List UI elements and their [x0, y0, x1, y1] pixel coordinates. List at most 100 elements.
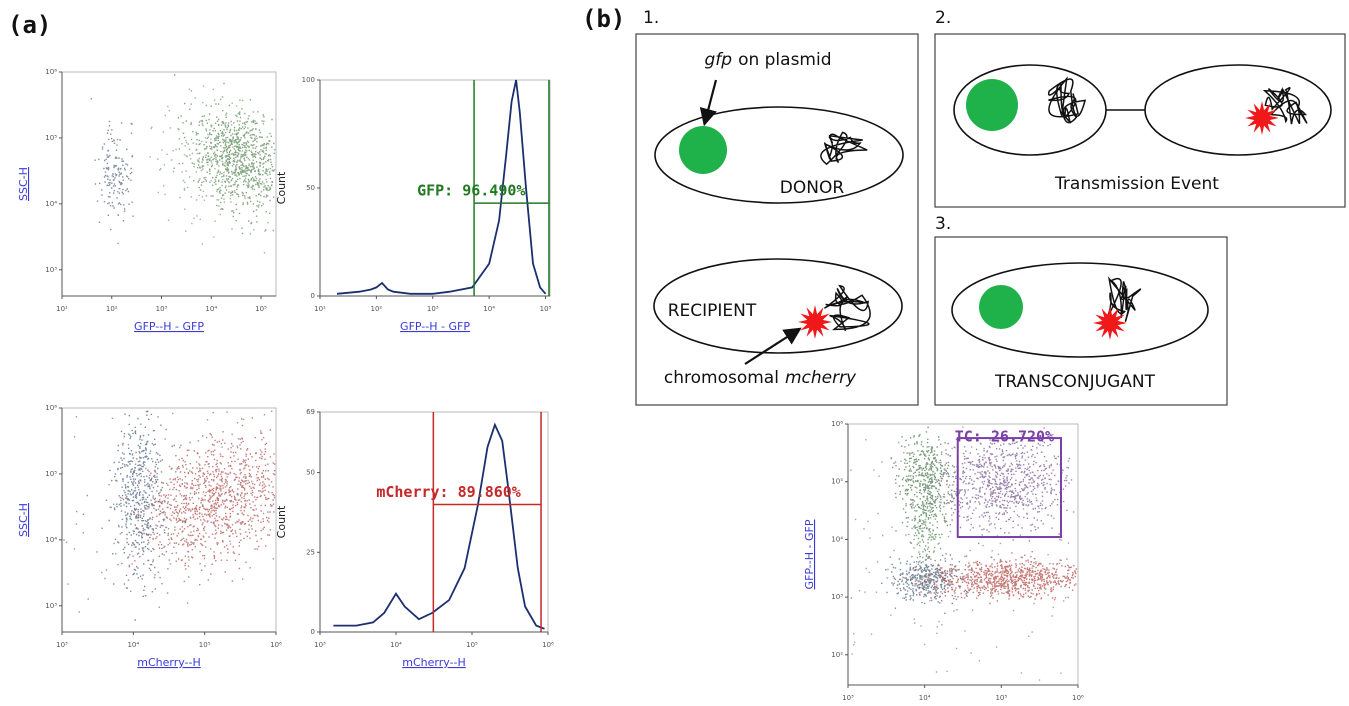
recipient-label: RECIPIENT — [668, 301, 757, 321]
gfp-plasmid — [979, 285, 1023, 329]
mcherry-star — [1245, 101, 1279, 135]
x-axis-label: mCherry--H — [137, 656, 201, 669]
x-tick-label: 10⁵ — [995, 694, 1007, 702]
x-tick-label: 10⁴ — [205, 305, 217, 313]
y-tick-label: 10⁴ — [45, 536, 57, 544]
x-tick-label: 10⁴ — [390, 641, 402, 649]
y-tick-label: 10⁶ — [45, 404, 57, 412]
step-number: 2. — [935, 8, 951, 28]
gate-label: mCherry: 89.860% — [376, 483, 521, 501]
panel-label: (a) — [8, 11, 51, 39]
step-number: 1. — [643, 8, 659, 28]
y-tick-label: 10³ — [831, 593, 843, 601]
arrow — [699, 79, 718, 127]
plots: 10¹ 10² 10³ 10⁴ 10⁵ 10³ 10⁴ 10⁵ 10⁶ GFP--H - GFP S… — [17, 68, 1084, 702]
x-tick-label: 10³ — [156, 305, 168, 313]
step-box — [635, 33, 919, 406]
y-axis-label: Count — [275, 505, 288, 538]
transconjugant-cell — [951, 262, 1209, 358]
x-tick-label: 10⁵ — [466, 641, 478, 649]
plasmid-label: gfp on plasmid — [704, 50, 831, 70]
chromosome — [1262, 87, 1308, 125]
x-tick-label: 10³ — [842, 694, 854, 702]
event-cloud — [63, 410, 273, 613]
y-tick-label: 50 — [306, 469, 315, 477]
plot: 10¹ 10² 10³ 10⁴ 10⁵ 0 50 100 GFP--H - GFP Count GF… — [275, 76, 552, 333]
gate-label: TC: 26.720% — [955, 428, 1054, 446]
event-cloud — [900, 552, 1077, 605]
x-tick-label: 10³ — [427, 305, 439, 313]
x-tick-label: 10⁵ — [540, 305, 552, 313]
chromosome — [1106, 276, 1142, 322]
donor-cell — [654, 106, 904, 204]
plot: 10¹ 10² 10³ 10⁴ 10⁵ 10³ 10⁴ 10⁵ 10⁶ GFP--H - GFP S… — [17, 68, 277, 333]
y-tick-label: 0 — [311, 292, 315, 300]
y-tick-label: 100 — [302, 76, 315, 84]
event-cloud — [108, 410, 177, 621]
y-tick-label: 10² — [831, 651, 843, 659]
step-number: 3. — [935, 214, 951, 234]
x-axis-label: GFP--H - GFP — [134, 320, 204, 333]
y-tick-label: 10⁵ — [831, 478, 843, 486]
chromosome — [820, 131, 868, 166]
y-axis-label: SSC-H — [17, 503, 30, 537]
gate-label: GFP: 96.490% — [417, 182, 525, 200]
y-axis-label: GFP--H - GFP — [803, 519, 816, 589]
step-box — [934, 33, 1346, 208]
x-tick-label: 10⁴ — [127, 641, 139, 649]
mcherry-star — [1093, 306, 1127, 340]
event-cloud — [82, 411, 276, 594]
x-tick-label: 10¹ — [314, 305, 326, 313]
diagram-frames — [635, 33, 1346, 406]
chromosome — [1047, 76, 1087, 124]
event-cloud — [131, 74, 275, 235]
y-tick-label: 50 — [306, 184, 315, 192]
x-axis-label: GFP--H - GFP — [400, 320, 470, 333]
event-cloud — [890, 426, 960, 544]
y-tick-label: 10⁵ — [45, 470, 57, 478]
x-tick-label: 10⁵ — [255, 305, 267, 313]
arrow — [744, 327, 802, 365]
x-tick-label: 10¹ — [56, 305, 68, 313]
label-text: chromosomal — [664, 368, 779, 388]
plot: 10³10⁴10⁵10⁶10²10³10⁴10⁵10⁶mCherry--HGFP… — [803, 420, 1084, 702]
chromosomes — [820, 76, 1308, 332]
y-tick-label: 10⁴ — [831, 535, 843, 543]
chromosome-label: chromosomal mcherry — [664, 368, 857, 388]
event-cloud — [850, 426, 1075, 681]
mcherry-star — [798, 305, 832, 339]
y-tick-label: 10⁶ — [45, 68, 57, 76]
plasmids — [679, 79, 1023, 329]
event-cloud — [149, 85, 276, 254]
y-tick-label: 10⁴ — [45, 200, 57, 208]
y-axis-label: SSC-H — [17, 167, 30, 201]
recipient-cell — [1144, 64, 1332, 156]
event-cloud — [90, 98, 134, 245]
gate — [956, 437, 1062, 539]
x-tick-label: 10³ — [314, 641, 326, 649]
label-text: on plasmid — [738, 50, 831, 70]
step-box — [934, 236, 1228, 406]
histogram-line — [333, 422, 545, 630]
donor-label: DONOR — [780, 178, 845, 198]
event-label: Transmission Event — [1054, 174, 1219, 194]
y-tick-label: 10³ — [45, 266, 57, 274]
gfp-plasmid — [679, 126, 727, 174]
y-axis-label: Count — [275, 171, 288, 204]
cells — [653, 64, 1332, 358]
x-tick-label: 10⁴ — [483, 305, 495, 313]
x-tick-label: 10² — [371, 305, 383, 313]
x-tick-label: 10⁶ — [1072, 694, 1084, 702]
gene-name: gfp — [704, 50, 732, 70]
plot: 10³ 10⁴ 10⁵ 10⁶ 10³ 10⁴ 10⁵ 10⁶ mCherry--H SSC-H — [17, 404, 282, 669]
y-tick-label: 10³ — [45, 602, 57, 610]
event-cloud — [881, 553, 973, 614]
y-tick-label: 25 — [306, 548, 315, 556]
gene-name: mcherry — [785, 368, 857, 388]
transconjugant-label: TRANSCONJUGANT — [994, 372, 1156, 392]
x-tick-label: 10⁴ — [919, 694, 931, 702]
x-axis-label: mCherry--H — [402, 656, 466, 669]
plot-frame — [61, 407, 277, 633]
